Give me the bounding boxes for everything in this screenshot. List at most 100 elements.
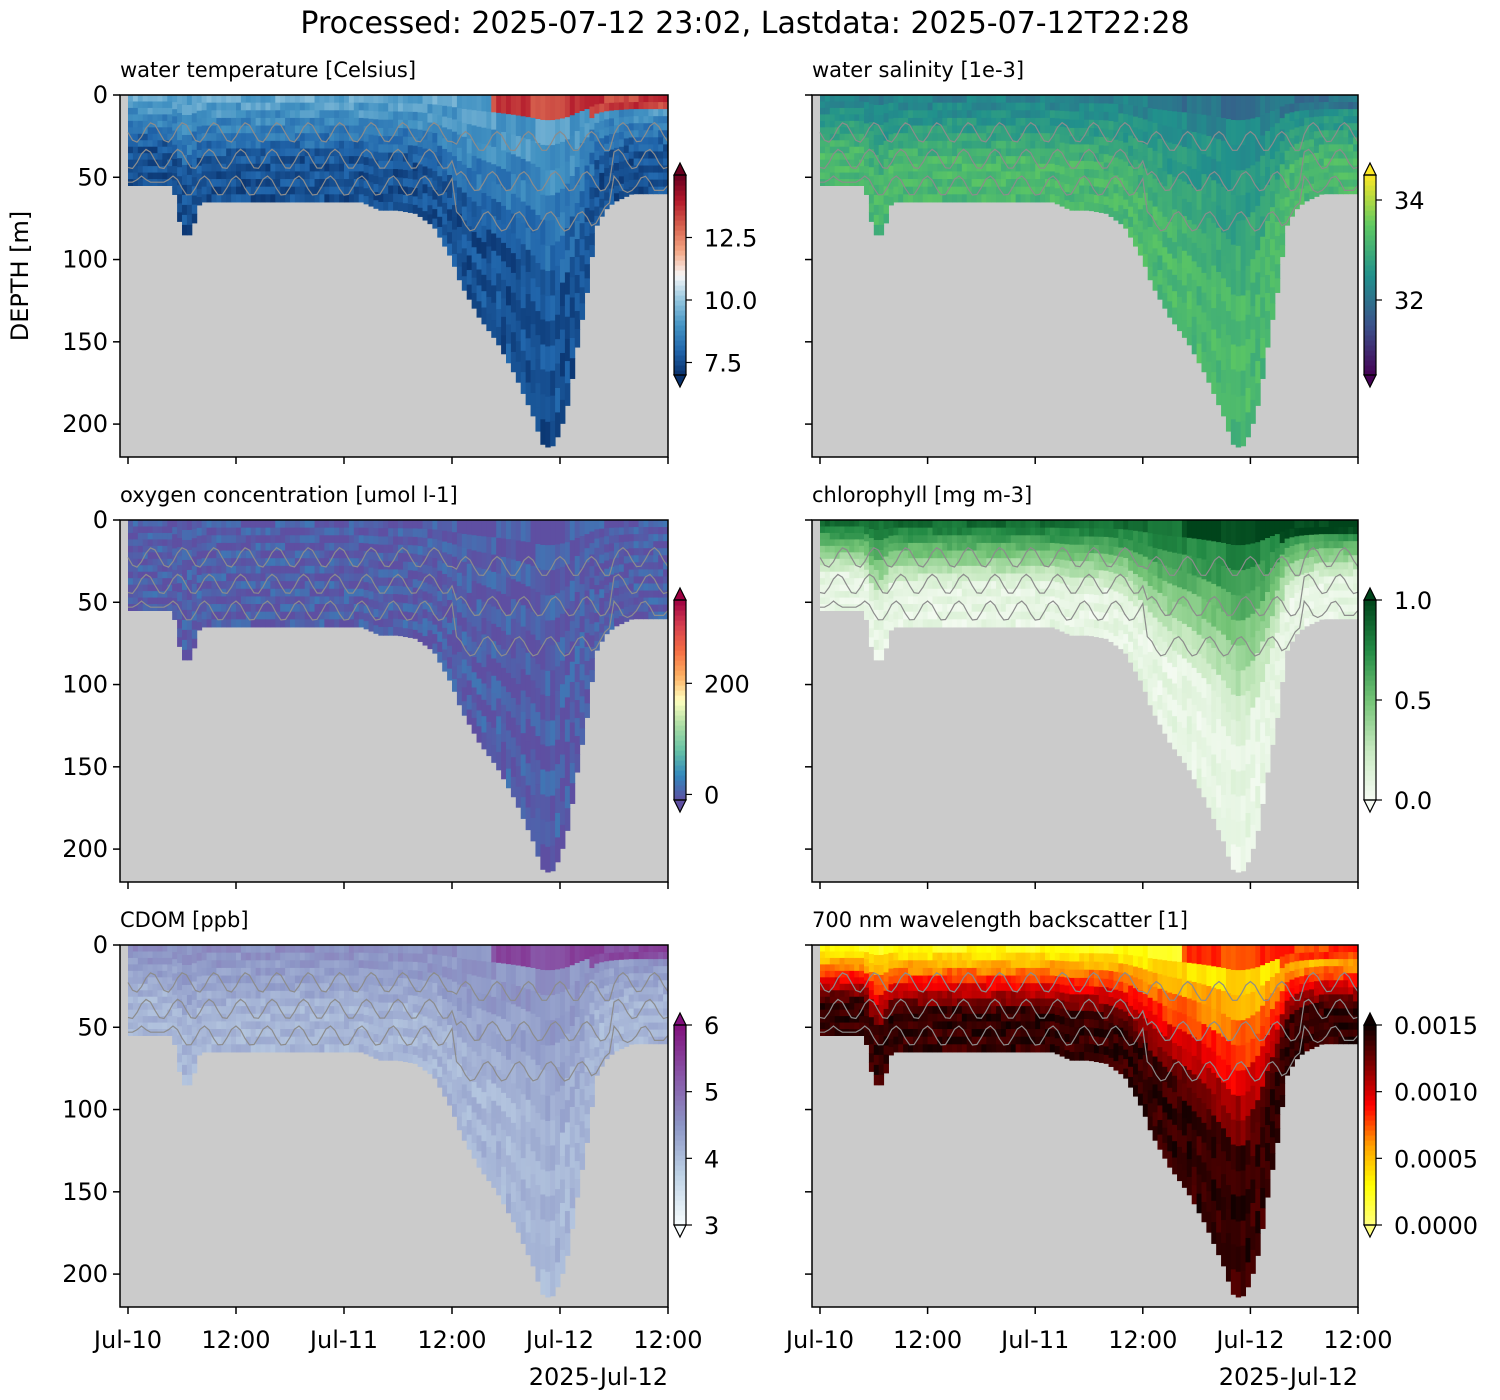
heatmap-cell	[658, 604, 664, 613]
heatmap-cell	[378, 111, 384, 121]
heatmap-cell	[839, 532, 845, 540]
heatmap-cell	[1142, 217, 1149, 231]
heatmap-cell	[309, 117, 316, 127]
heatmap-cell	[280, 171, 286, 180]
heatmap-cell	[368, 198, 374, 207]
heatmap-cell	[427, 520, 433, 530]
heatmap-cell	[461, 276, 468, 291]
heatmap-cell	[260, 163, 266, 172]
heatmap-cell	[1147, 187, 1154, 202]
heatmap-cell	[162, 584, 168, 592]
heatmap-cell	[299, 110, 306, 119]
heatmap-cell	[530, 657, 536, 681]
heatmap-cell	[1269, 223, 1276, 240]
heatmap-cell	[142, 101, 149, 109]
heatmap-cell	[1318, 102, 1325, 110]
heatmap-cell	[599, 580, 605, 590]
heatmap-cell	[412, 553, 419, 563]
heatmap-cell	[304, 619, 311, 628]
heatmap-cell	[147, 584, 154, 592]
heatmap-cell	[285, 171, 291, 180]
heatmap-cell	[348, 125, 355, 134]
heatmap-cell	[1343, 109, 1349, 117]
heatmap-cell	[584, 165, 590, 181]
heatmap-cell	[177, 610, 183, 620]
heatmap-cell	[402, 186, 409, 196]
heatmap-cell	[461, 645, 468, 660]
heatmap-cell	[506, 577, 512, 598]
heatmap-cell	[260, 117, 266, 127]
heatmap-cell	[167, 95, 173, 102]
heatmap-cell	[216, 604, 222, 613]
heatmap-cell	[353, 179, 360, 188]
heatmap-cell	[1010, 133, 1017, 142]
heatmap-cell	[221, 194, 227, 203]
heatmap-cell	[1020, 186, 1026, 195]
heatmap-cell	[383, 95, 389, 104]
heatmap-cell	[1338, 158, 1344, 167]
heatmap-cell	[854, 114, 860, 122]
heatmap-cell	[820, 101, 826, 109]
heatmap-cell	[849, 127, 855, 135]
heatmap-cell	[442, 213, 448, 225]
heatmap-cell	[1304, 147, 1310, 156]
heatmap-cell	[1000, 95, 1007, 104]
heatmap-cell	[201, 581, 208, 590]
heatmap-cell	[294, 520, 301, 529]
heatmap-cell	[378, 95, 384, 104]
heatmap-cell	[1230, 344, 1237, 370]
heatmap-cell	[849, 539, 855, 547]
heatmap-cell	[868, 104, 875, 114]
heatmap-cell	[1186, 291, 1193, 310]
heatmap-cell	[427, 529, 433, 539]
heatmap-cell	[574, 592, 581, 611]
heatmap-cell	[986, 163, 992, 172]
heatmap-cell	[834, 558, 841, 566]
heatmap-cell	[373, 159, 379, 169]
heatmap-cell	[589, 658, 595, 671]
heatmap-cell	[270, 581, 276, 590]
heatmap-cell	[574, 221, 581, 240]
heatmap-cell	[162, 95, 168, 102]
heatmap-cell	[1167, 237, 1173, 255]
heatmap-cell	[844, 552, 850, 560]
heatmap-cell	[633, 130, 640, 138]
heatmap-cell	[142, 604, 149, 611]
heatmap-cell	[1005, 125, 1012, 134]
heatmap-cell	[309, 573, 316, 582]
heatmap-cell	[653, 109, 659, 117]
heatmap-cell	[820, 552, 826, 560]
heatmap-cell	[491, 641, 497, 659]
heatmap-cell	[240, 110, 247, 119]
heatmap-cell	[501, 279, 507, 299]
heatmap-cell	[653, 555, 659, 563]
heatmap-cell	[1093, 153, 1100, 163]
heatmap-cell	[1044, 163, 1051, 172]
heatmap-cell	[456, 200, 463, 215]
heatmap-cell	[820, 526, 826, 534]
heatmap-cell	[481, 274, 487, 292]
heatmap-cell	[427, 584, 433, 595]
heatmap-cell	[922, 95, 929, 104]
heatmap-cell	[1093, 144, 1100, 154]
heatmap-cell	[250, 581, 257, 590]
heatmap-cell	[609, 621, 615, 630]
heatmap-cell	[216, 140, 222, 149]
heatmap-cell	[363, 582, 370, 591]
heatmap-cell	[1313, 95, 1320, 103]
heatmap-cell	[378, 610, 384, 620]
heatmap-cell	[1230, 369, 1237, 395]
heatmap-cell	[540, 520, 546, 546]
heatmap-cell	[1255, 316, 1261, 340]
heatmap-cell	[893, 194, 899, 203]
heatmap-cell	[859, 545, 865, 553]
panel-title: water temperature [Celsius]	[120, 58, 416, 82]
heatmap-cell	[864, 109, 870, 117]
heatmap-cell	[1147, 226, 1154, 241]
heatmap-cell	[589, 187, 595, 200]
heatmap-cell	[515, 361, 522, 383]
heatmap-cell	[1265, 131, 1271, 150]
heatmap-cell	[157, 153, 163, 161]
heatmap-cell	[947, 156, 953, 165]
heatmap-cell	[888, 142, 894, 151]
